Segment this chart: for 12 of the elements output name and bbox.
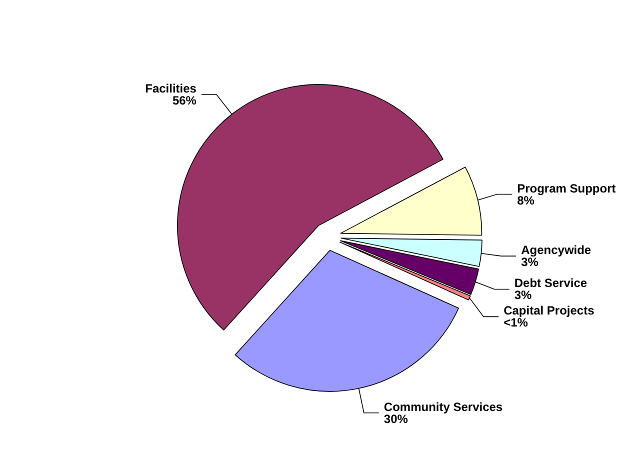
- data-label: 3%: [521, 255, 539, 270]
- slice-label: Agencywide: [521, 243, 592, 258]
- slice-label: Community Services: [384, 400, 503, 414]
- data-label: <1%: [504, 316, 528, 330]
- data-label: 56%: [172, 94, 197, 108]
- slice-label: Facilities: [145, 82, 197, 96]
- data-label: 8%: [517, 193, 535, 208]
- slice-label: Debt Service: [514, 276, 588, 290]
- data-label: 30%: [384, 412, 408, 426]
- data-label: 3%: [514, 288, 532, 302]
- slice-label: Capital Projects: [504, 304, 595, 318]
- slice-label: Program Support: [517, 181, 616, 196]
